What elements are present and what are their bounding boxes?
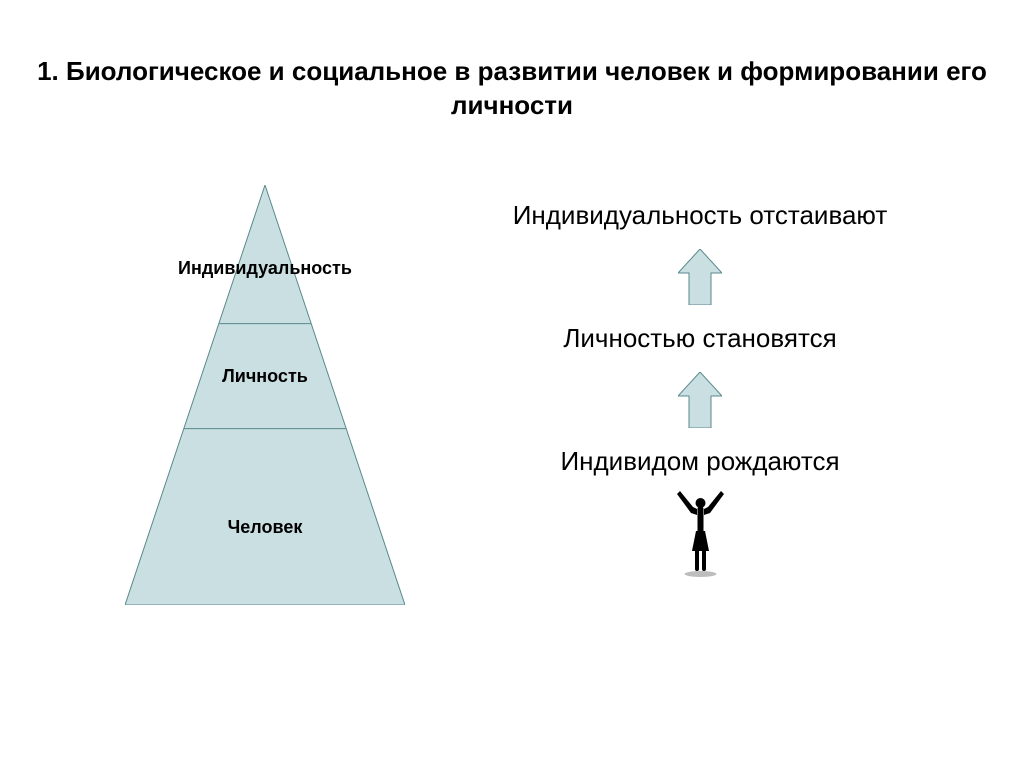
pyramid-diagram: Индивидуальность Личность Человек xyxy=(125,185,405,605)
pyramid-svg xyxy=(125,185,405,605)
arrow-up-icon xyxy=(678,249,722,305)
pyramid-label-middle: Личность xyxy=(125,366,405,387)
slide-title: 1. Биологическое и социальное в развитии… xyxy=(0,55,1024,123)
arrow-upper-wrap xyxy=(430,249,970,305)
pyramid-label-bottom: Человек xyxy=(125,517,405,538)
statement-bottom: Индивидом рождаются xyxy=(430,446,970,477)
arrow-up-icon xyxy=(678,372,722,428)
arrow-lower-wrap xyxy=(430,372,970,428)
pyramid-label-top: Индивидуальность xyxy=(125,258,405,279)
statement-middle: Личностью становятся xyxy=(430,323,970,354)
statements-column: Индивидуальность отстаивают Личностью ст… xyxy=(430,200,970,580)
pyramid-shape xyxy=(125,185,405,605)
human-figure-wrap xyxy=(430,485,970,580)
statement-top: Индивидуальность отстаивают xyxy=(430,200,970,231)
human-figure-icon xyxy=(653,485,748,580)
